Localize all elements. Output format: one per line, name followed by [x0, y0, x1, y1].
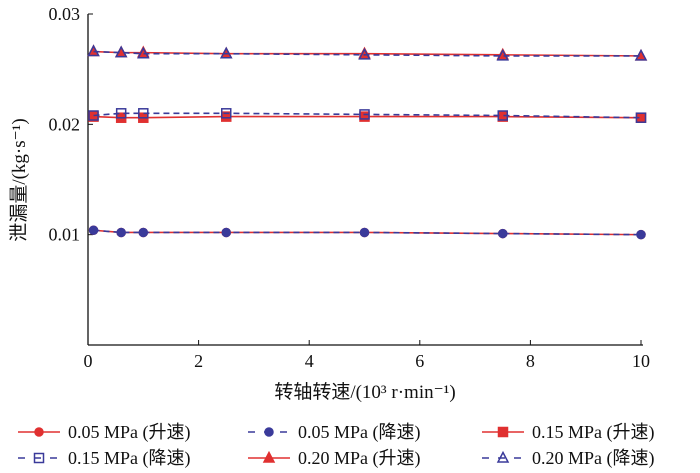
x-axis-label: 转轴转速/(10³ r·min⁻¹)	[274, 381, 455, 403]
series-3	[88, 108, 647, 123]
x-tick-label: 8	[526, 351, 535, 371]
data-point	[359, 109, 370, 120]
data-point	[635, 112, 647, 123]
x-tick-label: 6	[415, 351, 424, 371]
axes: 0 2 4 6 8 10 0.01 0.02 0.03	[49, 4, 651, 371]
legend-label: 0.05 MPa (升速)	[68, 422, 191, 443]
legend-label: 0.20 MPa (降速)	[532, 448, 655, 469]
data-point	[138, 108, 149, 119]
legend-label: 0.15 MPa (降速)	[68, 448, 191, 469]
series-line	[93, 50, 641, 57]
x-tick-label: 10	[632, 351, 650, 371]
legend-label: 0.15 MPa (升速)	[532, 422, 655, 443]
data-point	[636, 229, 646, 240]
data-point	[88, 225, 99, 236]
series-line	[93, 112, 642, 119]
legend-marker	[496, 450, 510, 463]
legend-marker	[264, 427, 274, 437]
legend-label: 0.05 MPa (降速)	[298, 422, 421, 443]
data-point	[358, 47, 371, 60]
x-tick-label: 4	[305, 351, 314, 371]
data-point	[88, 110, 99, 121]
data-point	[115, 108, 127, 119]
series-1	[88, 225, 646, 240]
data-point	[87, 44, 100, 57]
x-tick-label: 2	[194, 351, 203, 371]
data-point	[497, 110, 508, 121]
series-5	[87, 44, 648, 61]
legend-item: 0.15 MPa (降速)	[18, 448, 191, 469]
legend-item: 0.15 MPa (升速)	[482, 422, 655, 443]
y-tick-label: 0.01	[49, 225, 81, 245]
legend: 0.05 MPa (升速) 0.05 MPa (降速) 0.15 MPa (升速) 0…	[18, 422, 655, 469]
legend-item: 0.05 MPa (降速)	[248, 422, 421, 443]
x-tick-label: 0	[84, 351, 93, 371]
y-tick-label: 0.03	[49, 4, 81, 24]
legend-item: 0.20 MPa (升速)	[248, 448, 421, 469]
data-point	[137, 46, 150, 59]
data-point	[496, 48, 509, 61]
legend-marker	[497, 426, 509, 438]
legend-label: 0.20 MPa (升速)	[298, 448, 421, 469]
data-point	[634, 48, 648, 61]
series-group	[87, 44, 648, 240]
legend-marker	[262, 450, 276, 463]
legend-marker	[33, 452, 45, 464]
data-point	[114, 45, 128, 58]
data-point	[116, 227, 126, 238]
data-point	[359, 227, 370, 238]
data-point	[138, 227, 149, 238]
y-tick-label: 0.02	[49, 114, 81, 134]
data-point	[359, 111, 370, 122]
data-point	[221, 227, 231, 238]
legend-item: 0.20 MPa (降速)	[482, 448, 655, 469]
data-point	[498, 228, 508, 239]
legend-marker	[34, 427, 44, 437]
y-axis-label: 泄漏量/(kg·s⁻¹)	[8, 118, 30, 241]
legend-item: 0.05 MPa (升速)	[18, 422, 191, 443]
data-point	[221, 108, 232, 119]
data-point	[220, 46, 233, 59]
